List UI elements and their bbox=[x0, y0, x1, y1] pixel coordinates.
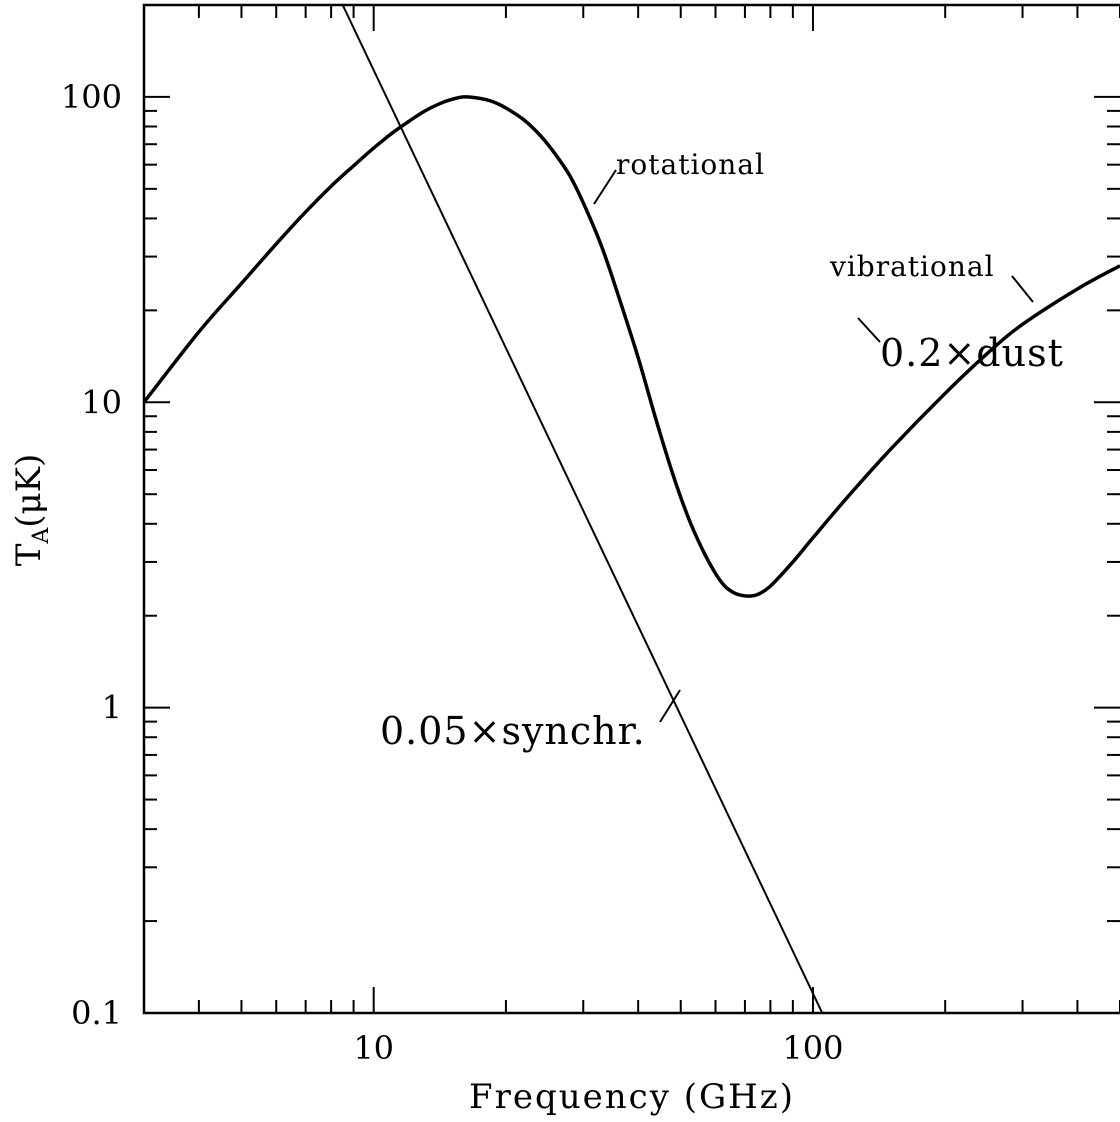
x-tick-label: 10 bbox=[353, 1029, 394, 1067]
annotation-synchr: 0.05×synchr. bbox=[380, 709, 646, 753]
leader-synchr bbox=[659, 689, 681, 723]
annotation-rotational: rotational bbox=[616, 148, 765, 181]
series-line-synchrotron bbox=[341, 5, 824, 1013]
y-tick-label: 100 bbox=[61, 78, 122, 116]
x-tick-label: 100 bbox=[782, 1029, 843, 1067]
annotation-dust: 0.2×dust bbox=[880, 331, 1064, 375]
x-axis-label: Frequency (GHz) bbox=[469, 1077, 795, 1117]
plot-frame bbox=[142, 3, 1120, 1015]
y-tick-label: 10 bbox=[81, 383, 122, 421]
leader-dust bbox=[857, 317, 881, 343]
leader-rotational bbox=[593, 169, 617, 205]
y-axis-label-main: T bbox=[9, 543, 49, 566]
plot-curves bbox=[144, 5, 1120, 1013]
leader-vibrational bbox=[1011, 275, 1034, 303]
annotation-vibrational: vibrational bbox=[829, 250, 995, 283]
tick-marks bbox=[143, 4, 1120, 1014]
y-axis-label: TA(μK) bbox=[9, 454, 54, 567]
series-line-spinning-plus-dust bbox=[144, 95, 1120, 598]
y-tick-label: 1 bbox=[102, 689, 122, 727]
y-axis-label-sub: A bbox=[29, 527, 54, 545]
y-tick-label: 0.1 bbox=[71, 994, 122, 1032]
y-axis-label-rest: (μK) bbox=[9, 454, 49, 528]
tick-labels: 10 100 0.1 1 10 100 bbox=[61, 78, 844, 1067]
annotation-leaders bbox=[593, 169, 1034, 723]
plot-border bbox=[142, 3, 1120, 1015]
